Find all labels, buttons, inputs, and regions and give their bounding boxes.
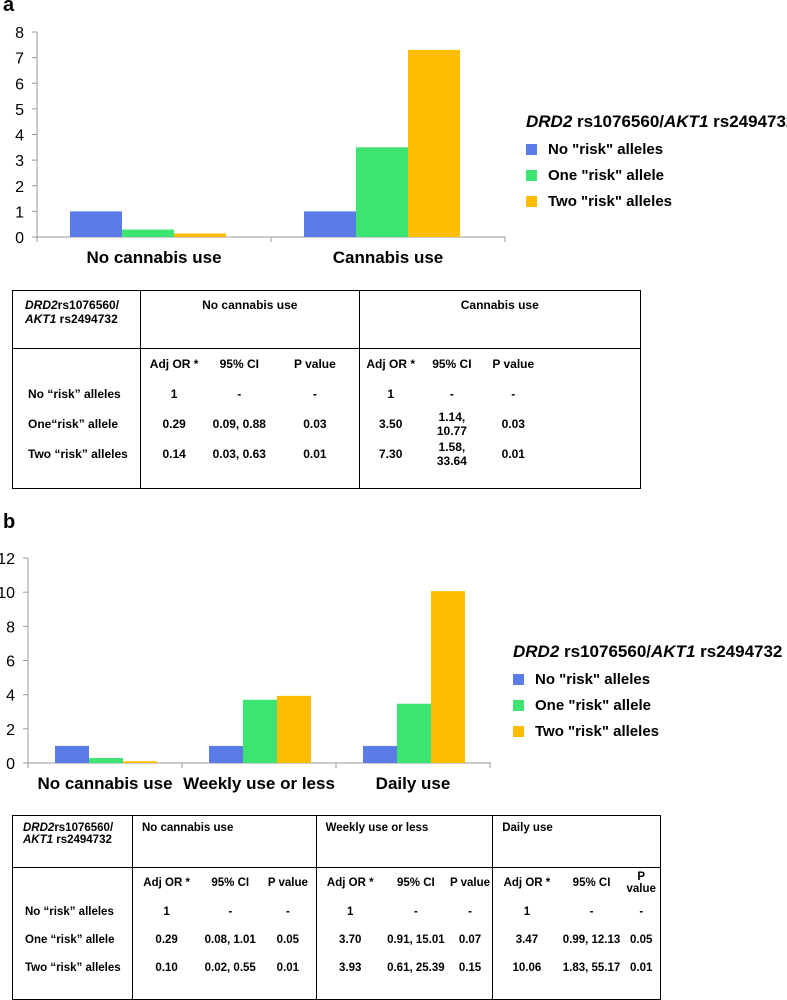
- col-header: 95% CI: [211, 876, 250, 889]
- table-b-group-daily: Daily use: [492, 815, 661, 868]
- bar: [431, 591, 465, 763]
- y-tick-label: 4: [15, 128, 24, 145]
- legend-item-no-risk: No "risk" alleles: [513, 671, 782, 688]
- legend-item-one-risk: One "risk" allele: [526, 167, 787, 184]
- x-category-label: No cannabis use: [86, 248, 221, 267]
- bar: [408, 49, 460, 237]
- col-header: Adj OR *: [143, 876, 190, 889]
- col-header: Adj OR *: [149, 356, 199, 371]
- table-row: No “risk” alleles 1- - 1- - 1- -: [12, 897, 662, 926]
- table-row: One“risk” allele 0.29 0.09, 0.88 0.03 3.5…: [12, 408, 641, 439]
- col-header: 95% CI: [219, 356, 259, 371]
- legend-a: DRD2 rs1076560/AKT1 rs2494732 No "risk" …: [526, 112, 787, 210]
- y-tick-label: 10: [0, 585, 15, 602]
- table-a-group-cannabis: Cannabis use: [358, 290, 642, 349]
- table-b-group-weekly: Weekly use or less: [315, 815, 494, 868]
- legend-swatch: [513, 726, 524, 737]
- bar: [356, 147, 408, 237]
- legend-swatch: [526, 196, 537, 207]
- bar: [277, 695, 311, 763]
- bar: [363, 745, 397, 763]
- results-table-b: DRD2rs1076560/ AKT1 rs2494732 No cannabi…: [12, 815, 662, 1000]
- bar: [70, 211, 122, 237]
- y-tick-label: 1: [15, 204, 24, 221]
- table-a-group-no-cannabis: No cannabis use: [139, 290, 360, 349]
- legend-item-one-risk: One "risk" allele: [513, 697, 782, 714]
- table-row: Two “risk” alleles 0.14 0.03, 0.63 0.01 7…: [12, 438, 641, 469]
- x-category-label: No cannabis use: [37, 774, 172, 793]
- x-category-label: Daily use: [376, 774, 451, 793]
- col-header: Adj OR *: [366, 356, 416, 371]
- bar: [123, 761, 157, 763]
- y-tick-label: 0: [6, 756, 15, 773]
- y-tick-label: 8: [15, 25, 24, 42]
- y-tick-label: 7: [15, 51, 24, 68]
- col-header: P value: [622, 867, 662, 898]
- bar: [89, 758, 123, 763]
- bar: [397, 703, 431, 763]
- col-header: Adj OR *: [326, 876, 374, 889]
- bar: [243, 699, 277, 763]
- y-tick-label: 2: [6, 722, 15, 739]
- legend-title: DRD2 rs1076560/AKT1 rs2494732: [526, 112, 787, 131]
- y-tick-label: 3: [15, 153, 24, 170]
- chart-a: 0 1 2 3 4 5 6 7 8 No cannabis use Cannabis use: [15, 25, 506, 267]
- col-header: P value: [271, 348, 360, 379]
- bar: [55, 745, 89, 763]
- bar: [304, 211, 356, 237]
- table-row: One “risk” allele 0.29 0.08, 1.01 0.05 3.…: [12, 925, 662, 954]
- col-header: Adj OR *: [503, 876, 551, 889]
- results-table-a: DRD2rs1076560/ AKT1 rs2494732 No cannabi…: [12, 290, 642, 489]
- y-tick-label: 4: [6, 688, 15, 705]
- x-category-label: Cannabis use: [333, 248, 444, 267]
- y-tick-label: 6: [6, 654, 15, 671]
- table-row: No “risk” alleles 1- - 1- -: [12, 378, 641, 409]
- y-tick-label: 5: [15, 102, 24, 119]
- col-header: 95% CI: [432, 356, 472, 371]
- table-b-group-no-cannabis: No cannabis use: [131, 815, 317, 868]
- legend-item-two-risk: Two "risk" alleles: [513, 723, 782, 740]
- legend-swatch: [513, 674, 524, 685]
- panel-label-b: b: [3, 511, 16, 533]
- legend-item-no-risk: No "risk" alleles: [526, 141, 787, 158]
- col-header: P value: [260, 867, 317, 898]
- col-header: 95% CI: [572, 876, 611, 889]
- chart-b: 0 2 4 6 8 10 12 No cannabis use Weekly use or le…: [0, 551, 491, 793]
- x-category-label: Weekly use or less: [183, 774, 335, 793]
- bar: [174, 233, 226, 237]
- table-row: Two “risk” alleles 0.10 0.02, 0.55 0.01 3…: [12, 953, 662, 982]
- legend-swatch: [513, 700, 524, 711]
- legend-title: DRD2 rs1076560/AKT1 rs2494732: [513, 642, 783, 661]
- bar: [209, 745, 243, 763]
- legend-b: DRD2 rs1076560/AKT1 rs2494732 No "risk" …: [513, 642, 782, 740]
- table-b-header-genotype: DRD2rs1076560/ AKT1 rs2494732: [12, 815, 133, 868]
- col-header: P value: [447, 867, 494, 898]
- bar: [122, 229, 174, 237]
- y-tick-label: 6: [15, 76, 24, 93]
- table-a-header-genotype: DRD2rs1076560/ AKT1 rs2494732: [12, 290, 141, 349]
- y-tick-label: 2: [15, 179, 24, 196]
- legend-item-two-risk: Two "risk" alleles: [526, 193, 787, 210]
- legend-swatch: [526, 170, 537, 181]
- panel-label-a: a: [3, 0, 15, 16]
- y-tick-label: 0: [15, 230, 24, 247]
- y-tick-label: 12: [0, 551, 15, 568]
- y-tick-label: 8: [6, 619, 15, 636]
- col-header: P value: [492, 356, 535, 371]
- legend-swatch: [526, 144, 537, 155]
- col-header: 95% CI: [397, 876, 435, 889]
